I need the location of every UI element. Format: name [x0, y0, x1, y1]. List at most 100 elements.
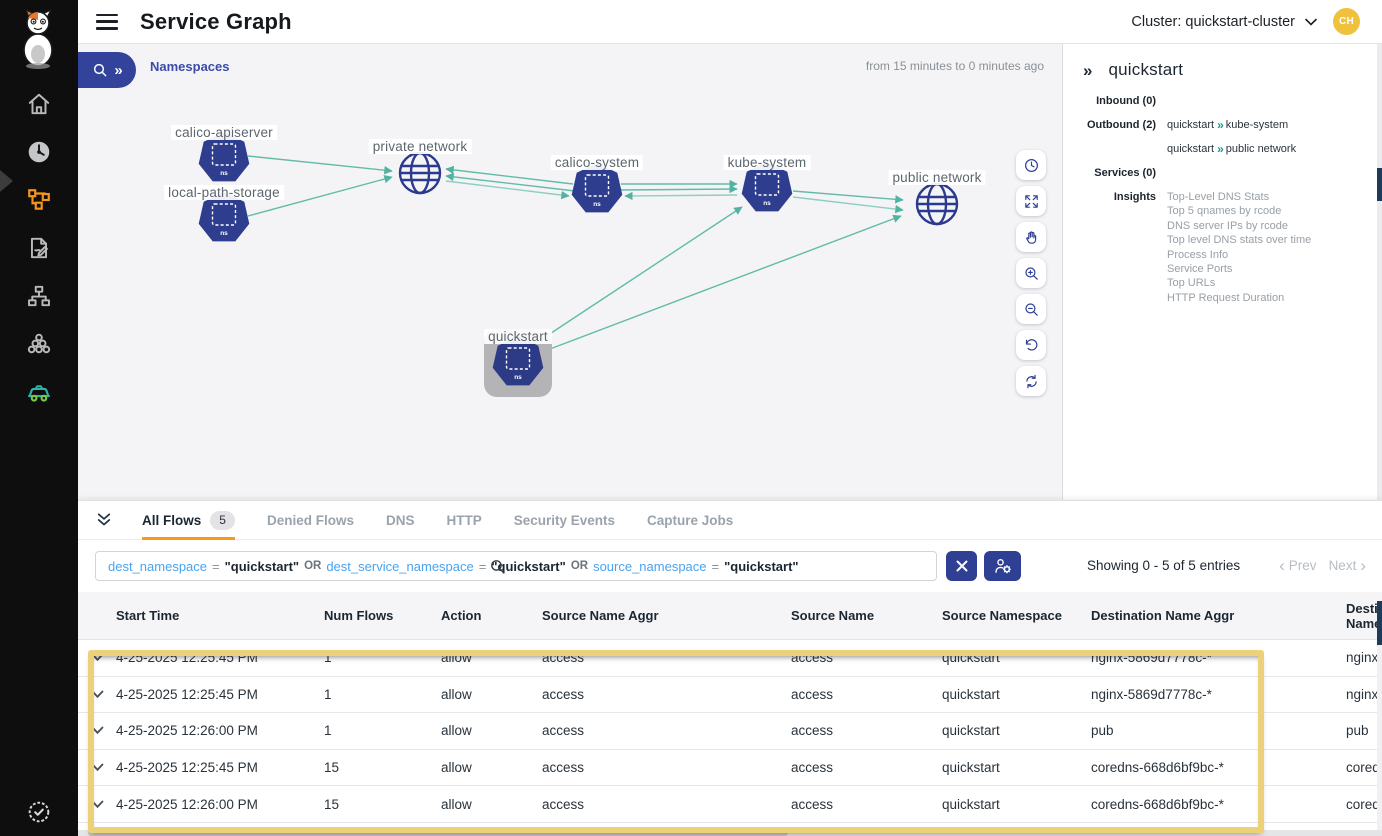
insight-link[interactable]: Top level DNS stats over time	[1167, 234, 1312, 247]
user-gear-icon	[994, 559, 1011, 574]
tab-security-events[interactable]: Security Events	[514, 501, 615, 540]
node-label[interactable]: quickstart	[484, 329, 552, 344]
insight-link[interactable]: DNS server IPs by rcode	[1167, 219, 1289, 232]
entries-count-label: Showing 0 - 5 of 5 entries	[1087, 558, 1241, 573]
table-row[interactable]: 4-25-2025 12:25:45 PM 1 allow access acc…	[78, 640, 1382, 677]
graph-node-calico-system[interactable]: ns	[569, 162, 625, 218]
graph-search-pill[interactable]: »	[78, 52, 136, 88]
cluster-selector[interactable]: Cluster: quickstart-cluster	[1131, 14, 1317, 30]
svg-text:ns: ns	[593, 201, 601, 208]
user-settings-button[interactable]	[984, 551, 1021, 581]
table-row[interactable]: 4-25-2025 12:25:45 PM 15 allow access ac…	[78, 749, 1382, 787]
graph-node-calico-apiserver[interactable]: ns	[196, 131, 252, 187]
cell-action: allow	[441, 650, 472, 666]
cell-start-time: 4-25-2025 12:26:00 PM	[116, 723, 258, 739]
col-source-name-aggr[interactable]: Source Name Aggr	[542, 608, 659, 623]
sidebar-item-clusters[interactable]	[0, 320, 78, 368]
cell-source-name: access	[791, 686, 834, 702]
table-row[interactable]: 4-25-2025 12:26:00 PM 15 allow access ac…	[78, 786, 1382, 823]
horizontal-scrollbar[interactable]	[78, 830, 1382, 836]
sidebar-item-dashboard[interactable]	[0, 128, 78, 176]
outbound-dst: kube-system	[1225, 119, 1289, 131]
insight-link[interactable]: Process Info	[1167, 248, 1229, 261]
history-clock-button[interactable]	[1016, 150, 1046, 180]
tab-all-flows[interactable]: All Flows 5	[142, 501, 235, 540]
refresh-button[interactable]	[1016, 366, 1046, 396]
node-label[interactable]: public network	[888, 170, 986, 185]
scrollbar-thumb[interactable]	[1377, 601, 1382, 645]
flow-direction-icon: »	[1217, 142, 1224, 156]
zoom-in-button[interactable]	[1016, 258, 1046, 288]
row-expand-chevron[interactable]	[78, 800, 116, 809]
col-action[interactable]: Action	[441, 608, 482, 623]
breadcrumb[interactable]: Namespaces	[150, 59, 230, 74]
col-source-name[interactable]: Source Name	[791, 608, 875, 623]
undo-button[interactable]	[1016, 330, 1046, 360]
graph-edges	[247, 155, 904, 353]
cell-source-namespace: quickstart	[942, 760, 1000, 776]
row-expand-chevron[interactable]	[78, 726, 116, 735]
col-dest-name-aggr[interactable]: Destination Name Aggr	[1091, 608, 1235, 623]
sidebar-item-compliance[interactable]	[0, 788, 78, 836]
graph-node-public-network[interactable]	[909, 177, 965, 233]
node-label[interactable]: private network	[368, 139, 472, 154]
node-label[interactable]: kube-system	[723, 155, 811, 170]
table-row[interactable]: 4-25-2025 12:26:00 PM 1 allow access acc…	[78, 713, 1382, 750]
cell-start-time: 4-25-2025 12:25:45 PM	[116, 650, 258, 666]
table-scrollbar[interactable]	[1377, 601, 1382, 832]
col-source-namespace[interactable]: Source Namespace	[942, 608, 1062, 623]
tab-dns[interactable]: DNS	[386, 501, 415, 540]
cell-num-flows: 1	[324, 650, 332, 666]
filter-search-icon[interactable]	[489, 558, 506, 580]
sidebar-item-policies[interactable]	[0, 224, 78, 272]
fit-to-screen-button[interactable]	[1016, 186, 1046, 216]
insight-link[interactable]: HTTP Request Duration	[1167, 291, 1285, 304]
tab-denied-flows[interactable]: Denied Flows	[267, 501, 354, 540]
row-expand-chevron[interactable]	[78, 653, 116, 662]
insight-link[interactable]: Top 5 qnames by rcode	[1167, 205, 1282, 218]
hamburger-menu-icon[interactable]	[96, 13, 118, 30]
sidebar-item-service-graph[interactable]	[0, 176, 78, 224]
graph-node-private-network[interactable]	[392, 146, 448, 202]
row-expand-chevron[interactable]	[78, 763, 116, 772]
col-num-flows[interactable]: Num Flows	[324, 608, 394, 623]
outbound-flow: quickstart » public network	[1167, 142, 1296, 156]
sidebar-item-home[interactable]	[0, 80, 78, 128]
insight-link[interactable]: Service Ports	[1167, 263, 1233, 276]
panel-collapse-button[interactable]	[90, 506, 118, 534]
insight-link[interactable]: Top-Level DNS Stats	[1167, 191, 1270, 203]
zoom-out-button[interactable]	[1016, 294, 1046, 324]
avatar[interactable]: CH	[1333, 8, 1360, 35]
prev-page-button[interactable]: ‹ Prev	[1279, 557, 1316, 574]
node-label[interactable]: calico-apiserver	[171, 125, 277, 140]
row-expand-chevron[interactable]	[78, 690, 116, 699]
graph-node-kube-system[interactable]: ns	[739, 161, 795, 217]
filter-query-input[interactable]: dest_namespace = "quickstart" OR dest_se…	[95, 551, 937, 581]
tab-http[interactable]: HTTP	[446, 501, 481, 540]
clusters-icon	[27, 333, 51, 354]
service-graph-canvas[interactable]: » Namespaces from 15 minutes to 0 minute…	[78, 44, 1062, 500]
pan-hand-button[interactable]	[1016, 222, 1046, 252]
node-label[interactable]: calico-system	[550, 155, 644, 170]
insight-link[interactable]: Top URLs	[1167, 277, 1216, 290]
col-start-time[interactable]: Start Time	[116, 608, 180, 623]
tab-capture-jobs[interactable]: Capture Jobs	[647, 501, 733, 540]
node-label[interactable]: local-path-storage	[164, 185, 284, 200]
car-icon	[28, 385, 50, 402]
clear-filter-button[interactable]	[946, 551, 977, 581]
scrollbar-thumb[interactable]	[88, 830, 788, 836]
sidebar-item-network[interactable]	[0, 272, 78, 320]
details-title: quickstart	[1108, 60, 1184, 79]
details-scrollbar[interactable]	[1377, 44, 1382, 500]
next-page-button[interactable]: Next ›	[1329, 557, 1366, 574]
col-dest-name[interactable]: Destination Name	[1346, 600, 1382, 631]
cell-action: allow	[441, 796, 472, 812]
tab-label: HTTP	[446, 512, 482, 528]
scrollbar-thumb[interactable]	[1377, 168, 1382, 201]
sidebar-item-image-assurance[interactable]	[0, 368, 78, 416]
panel-collapse-icon[interactable]: »	[1083, 60, 1093, 80]
graph-node-local-path-storage[interactable]: ns	[196, 191, 252, 247]
filter-field: dest_service_namespace	[326, 558, 474, 574]
zoom-in-icon	[1024, 266, 1038, 280]
table-row[interactable]: 4-25-2025 12:25:45 PM 1 allow access acc…	[78, 676, 1382, 714]
